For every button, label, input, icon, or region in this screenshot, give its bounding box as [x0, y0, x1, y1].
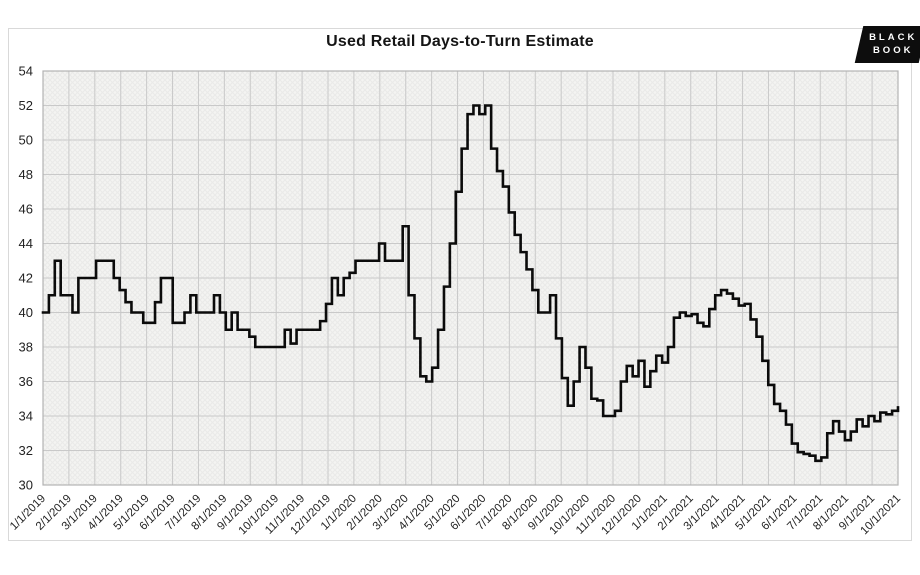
y-axis-tick-label: 34 — [19, 409, 33, 424]
y-axis-tick-label: 32 — [19, 443, 33, 458]
y-axis-tick-label: 30 — [19, 478, 33, 493]
y-axis-tick-label: 44 — [19, 236, 33, 251]
chart-title: Used Retail Days-to-Turn Estimate — [326, 33, 594, 50]
plot-border — [42, 70, 899, 486]
y-axis-tick-label: 46 — [19, 202, 33, 217]
blackbook-logo-line2: BOOK — [872, 45, 914, 56]
y-axis-tick-label: 36 — [19, 374, 33, 389]
y-axis-tick-label: 38 — [19, 340, 33, 355]
y-axis-tick-label: 52 — [19, 98, 33, 113]
blackbook-logo-line1: BLACK — [869, 32, 918, 43]
y-axis-tick-label: 48 — [19, 167, 33, 182]
blackbook-logo-text: BLACK BOOK — [860, 26, 920, 57]
y-axis-tick-label: 54 — [19, 64, 33, 79]
y-axis-tick-label: 42 — [19, 271, 33, 286]
series-line — [41, 104, 900, 463]
y-axis-tick-label: 40 — [19, 305, 33, 320]
y-axis-tick-label: 50 — [19, 133, 33, 148]
blackbook-logo: BLACK BOOK — [854, 26, 920, 63]
